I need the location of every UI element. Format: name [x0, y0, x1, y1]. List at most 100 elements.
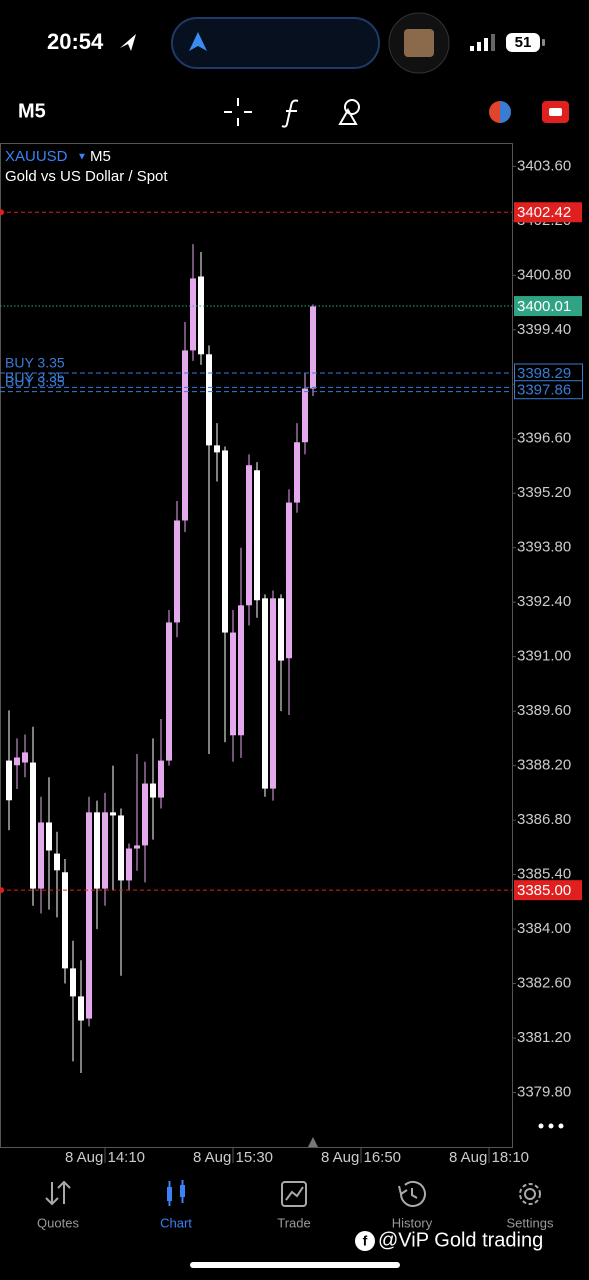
tab-label[interactable]: Chart — [160, 1215, 192, 1230]
candle-body — [166, 622, 172, 761]
candle-body — [46, 822, 52, 851]
chart[interactable]: 3403.603402.203400.803399.403398.003396.… — [0, 157, 583, 1166]
y-tick-label: 3385.40 — [517, 866, 571, 883]
price-tag-label: 3402.42 — [517, 204, 571, 221]
symbol-dropdown[interactable]: ▼ — [77, 152, 87, 163]
y-tick-label: 3391.00 — [517, 648, 571, 665]
candle-body — [302, 388, 308, 443]
candle-body — [206, 354, 212, 446]
signal — [484, 38, 488, 51]
indicator-icon[interactable] — [281, 99, 299, 128]
candle-body — [158, 760, 164, 798]
candle-body — [22, 752, 28, 763]
y-tick-label: 3386.80 — [517, 811, 571, 828]
candle-body — [150, 783, 156, 798]
y-tick-label: 3379.80 — [517, 1083, 571, 1100]
x-tick-label: 8 Aug 14:10 — [65, 1149, 145, 1166]
oneclick-icon-half — [500, 101, 511, 123]
y-tick-label: 3399.40 — [517, 321, 571, 338]
candle-body — [182, 350, 188, 521]
time-marker — [308, 1137, 318, 1147]
tab-label[interactable]: History — [392, 1215, 433, 1230]
y-tick-label: 3384.00 — [517, 920, 571, 937]
position-tag-label: 3397.86 — [517, 382, 571, 399]
position-tag — [514, 380, 583, 400]
tab-label[interactable]: Trade — [277, 1215, 310, 1230]
more-menu[interactable] — [538, 1123, 564, 1129]
position-label[interactable]: BUY 3.35 — [5, 369, 65, 385]
x-tick-label: 8 Aug 16:50 — [321, 1149, 401, 1166]
candle-body — [254, 470, 260, 601]
tab-label[interactable]: Settings — [507, 1215, 554, 1230]
trade-icon-inner — [549, 108, 562, 116]
quotes-icon — [45, 1180, 71, 1206]
y-tick-label: 3393.80 — [517, 539, 571, 556]
candle-body — [222, 450, 228, 633]
candle-body — [110, 812, 116, 816]
nav-arrow[interactable] — [189, 32, 207, 51]
position-tag-label: 3398.29 — [517, 365, 571, 382]
y-tick-label: 3403.60 — [517, 157, 571, 174]
battery-level: 51 — [515, 34, 532, 51]
x-tick-label: 8 Aug 18:10 — [449, 1149, 529, 1166]
candle-body — [142, 783, 148, 846]
position-label[interactable]: BUY 3.35 — [5, 355, 65, 371]
y-tick-label: 3392.40 — [517, 593, 571, 610]
candle-body — [174, 520, 180, 623]
candle-body — [214, 445, 220, 453]
tab-bar: Quotes Chart Trade History Settings — [37, 1215, 554, 1230]
history-icon — [398, 1180, 426, 1207]
candle-body — [30, 762, 36, 889]
position-label[interactable]: BUY 3.35 — [5, 373, 65, 389]
candle-body — [190, 278, 196, 351]
candle-body — [270, 598, 276, 789]
price-tag — [514, 880, 582, 901]
candle-body — [14, 757, 20, 766]
candle-body — [198, 276, 204, 355]
candle-body — [6, 760, 12, 801]
candle-body — [230, 632, 236, 736]
battery-tip — [542, 39, 545, 46]
chart-icon — [167, 1180, 185, 1206]
candle-body — [310, 306, 316, 389]
symbol[interactable]: XAUUSD — [5, 148, 68, 165]
home-indicator — [190, 1262, 400, 1268]
crosshair-icon[interactable] — [224, 98, 252, 126]
y-tick-label: 3388.20 — [517, 757, 571, 774]
price-tag-label: 3385.00 — [517, 882, 571, 899]
signal — [491, 34, 495, 51]
level-handle[interactable] — [0, 209, 4, 216]
facebook-icon — [355, 1231, 375, 1251]
candle-body — [246, 465, 252, 606]
price-tag — [514, 296, 582, 317]
tab-label[interactable]: Quotes — [37, 1215, 79, 1230]
candle-body — [286, 502, 292, 659]
chart-frame — [0, 143, 513, 1148]
candle-body — [294, 442, 300, 503]
signal — [477, 42, 481, 51]
candle-body — [278, 598, 284, 661]
watermark: @ViP Gold trading — [378, 1229, 543, 1251]
signal — [470, 46, 474, 51]
candle-body — [126, 848, 132, 881]
price-tag — [514, 202, 582, 223]
y-tick-label: 3389.60 — [517, 702, 571, 719]
candle-body — [62, 872, 68, 969]
candle-body — [102, 812, 108, 889]
dynamic-island — [171, 17, 380, 69]
price-tag-label: 3400.01 — [517, 298, 571, 315]
clock: 20:54 — [47, 29, 104, 54]
candle-body — [134, 845, 140, 849]
avatar[interactable] — [404, 29, 434, 57]
candle-body — [54, 853, 60, 871]
y-tick-label: 3400.80 — [517, 266, 571, 283]
timeframe-button[interactable]: M5 — [18, 100, 46, 122]
candle-body — [262, 598, 268, 789]
settings-icon — [519, 1183, 541, 1205]
y-tick-label: 3395.20 — [517, 484, 571, 501]
candle-body — [238, 605, 244, 736]
objects-icon[interactable] — [338, 99, 360, 125]
y-tick-label: 3396.60 — [517, 430, 571, 447]
level-handle[interactable] — [0, 887, 4, 894]
